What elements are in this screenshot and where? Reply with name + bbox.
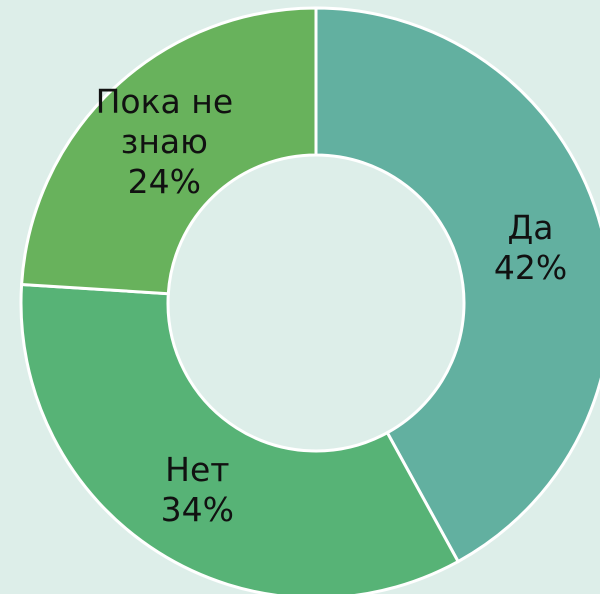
donut-slice — [19, 282, 461, 594]
slice-label: Нет 34% — [102, 450, 292, 530]
slice-label: Да 42% — [436, 208, 600, 288]
value-label: 34% — [160, 490, 234, 530]
category-label: Пока не знаю — [95, 81, 234, 161]
category-label: Да — [507, 207, 554, 247]
donut-slice — [19, 6, 318, 296]
value-label: 24% — [127, 161, 202, 201]
donut-slice — [314, 6, 600, 564]
slice-label: Пока не знаю 24% — [69, 82, 259, 202]
value-label: 42% — [493, 247, 568, 287]
category-label: Нет — [165, 450, 230, 490]
